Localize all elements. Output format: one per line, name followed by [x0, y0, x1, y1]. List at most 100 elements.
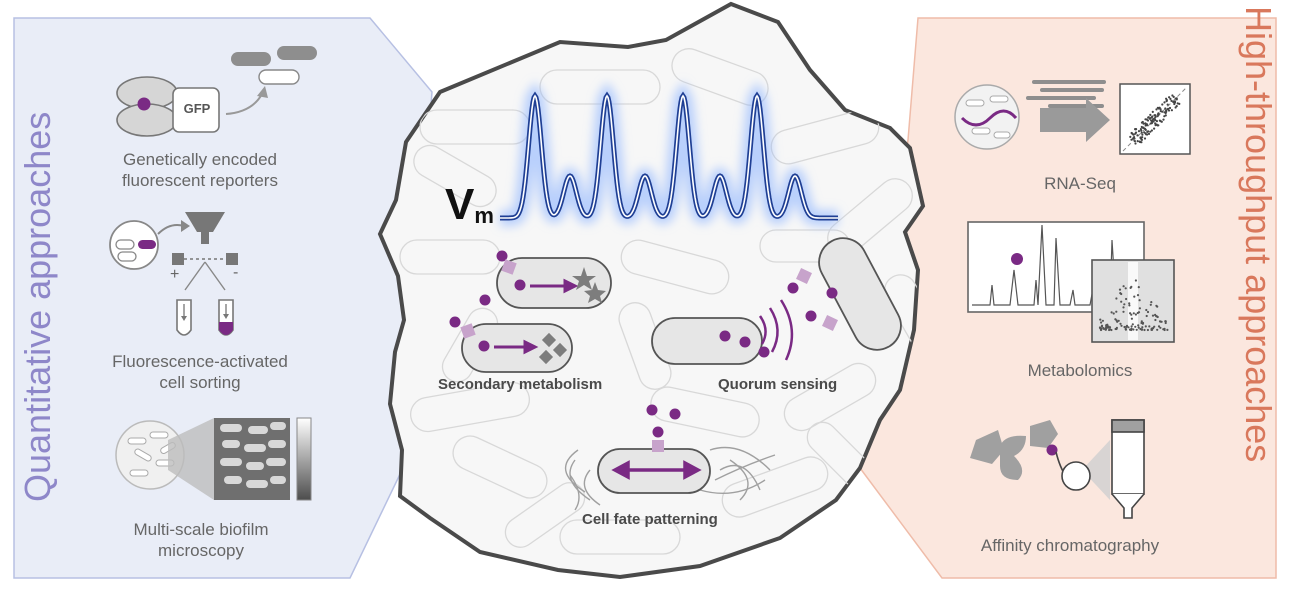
- scatter-point: [1167, 109, 1171, 112]
- scatter-point: [1136, 134, 1139, 137]
- metabolite-point: [1155, 304, 1158, 307]
- scatter-point: [1168, 96, 1171, 99]
- metabolite-point: [1129, 312, 1132, 315]
- metabolite-point: [1110, 311, 1113, 314]
- metabolite-point: [1100, 324, 1104, 327]
- scatter-point: [1144, 128, 1147, 131]
- gfp-reporter-icon: [116, 46, 317, 137]
- metabolite-point: [1125, 297, 1128, 301]
- scatter-point: [1140, 131, 1143, 134]
- rna-seq-icon: [954, 80, 1191, 155]
- scatter-point: [1149, 113, 1152, 116]
- scatter-point: [1136, 140, 1139, 143]
- metabolite-point: [1134, 325, 1137, 328]
- gfp-badge: GFP: [183, 101, 211, 116]
- facs-sorter-icon: [109, 212, 238, 336]
- scatter-point: [1161, 103, 1164, 106]
- scatter-point: [1157, 124, 1160, 127]
- scatter-point: [1166, 108, 1169, 111]
- metabolite-point: [1124, 287, 1127, 290]
- scatter-point: [1160, 120, 1163, 123]
- metabolite-point: [1099, 318, 1102, 321]
- scatter-point: [1144, 123, 1147, 126]
- scatter-point: [1153, 117, 1156, 120]
- metabolite-point: [1122, 306, 1125, 309]
- scatter-point: [1150, 129, 1153, 132]
- metabolite-point: [1137, 286, 1140, 289]
- scatter-point: [1149, 122, 1152, 125]
- scatter-point: [1154, 122, 1157, 125]
- scatter-point: [1172, 95, 1175, 98]
- high-throughput-approaches-title: High-throughput approaches: [1238, 6, 1279, 463]
- quorum-sensing-label: Quorum sensing: [718, 376, 838, 393]
- scatter-point: [1130, 138, 1133, 141]
- metabolite-point: [1098, 326, 1102, 329]
- metabolite-point: [1144, 325, 1147, 328]
- metabolite-point: [1136, 294, 1140, 297]
- metabolite-point: [1142, 321, 1145, 325]
- scatter-point: [1150, 116, 1153, 119]
- secondary-metabolism-label: Secondary metabolism: [438, 376, 603, 393]
- membrane-potential-trace: [500, 81, 838, 226]
- metabolite-point: [1130, 285, 1133, 288]
- scatter-point: [1143, 131, 1146, 134]
- metabolite-point: [1140, 328, 1143, 331]
- metabolite-point: [1125, 325, 1128, 328]
- metabolite-point: [1123, 325, 1126, 329]
- scatter-point: [1146, 130, 1149, 133]
- metabolite-point: [1102, 327, 1105, 330]
- metabolite-point: [1109, 328, 1112, 331]
- cell-fate-patterning-illustration: [564, 404, 776, 511]
- metabolite-point: [1128, 302, 1131, 305]
- metabolite-point: [1115, 327, 1118, 331]
- scatter-point: [1132, 133, 1135, 136]
- biofilm-microscopy-icon: [115, 417, 312, 501]
- quantitative-approaches-title: Quantitative approaches: [17, 111, 58, 502]
- metabolite-point: [1166, 328, 1169, 331]
- scatter-point: [1141, 120, 1144, 124]
- scatter-point: [1162, 118, 1165, 121]
- metabolite-point: [1122, 285, 1125, 288]
- metabolite-point: [1115, 297, 1118, 300]
- scatter-point: [1165, 109, 1168, 112]
- metabolite-point: [1164, 321, 1167, 325]
- metabolite-point: [1134, 279, 1137, 282]
- scatter-point: [1168, 106, 1172, 110]
- metabolite-point: [1150, 327, 1153, 330]
- metabolite-point: [1124, 327, 1127, 330]
- scatter-point: [1140, 138, 1143, 141]
- scatter-point: [1173, 100, 1177, 103]
- metabolite-point: [1115, 310, 1118, 313]
- scatter-point: [1137, 130, 1141, 133]
- metabolite-point: [1117, 319, 1120, 322]
- scatter-point: [1165, 100, 1168, 103]
- metabolite-point: [1130, 317, 1133, 320]
- metabolite-point: [1153, 325, 1156, 328]
- scatter-point: [1158, 106, 1161, 109]
- metabolite-point: [1146, 310, 1150, 314]
- scatter-point: [1144, 118, 1147, 121]
- scatter-point: [1165, 97, 1168, 100]
- metabolite-point: [1127, 326, 1130, 329]
- metabolite-point: [1151, 314, 1155, 317]
- scatter-point: [1138, 140, 1141, 143]
- metabolite-point: [1138, 307, 1141, 310]
- scatter-point: [1143, 137, 1147, 140]
- metabolite-point: [1104, 328, 1107, 331]
- scatter-point: [1150, 119, 1153, 122]
- metabolite-point: [1159, 326, 1162, 329]
- scatter-point: [1164, 107, 1167, 110]
- metabolite-point: [1150, 301, 1153, 304]
- scatter-point: [1175, 98, 1178, 101]
- metabolite-point: [1137, 311, 1141, 314]
- metabolite-point: [1140, 320, 1143, 323]
- scatter-point: [1152, 120, 1155, 123]
- metabolite-point: [1132, 328, 1135, 331]
- scatter-point: [1153, 127, 1156, 130]
- metabolite-point: [1163, 328, 1166, 332]
- facs-minus-sign: -: [233, 264, 239, 281]
- scatter-point: [1176, 102, 1179, 105]
- metabolite-point: [1101, 319, 1104, 322]
- scatter-point: [1139, 128, 1142, 131]
- metabolite-point: [1130, 325, 1133, 328]
